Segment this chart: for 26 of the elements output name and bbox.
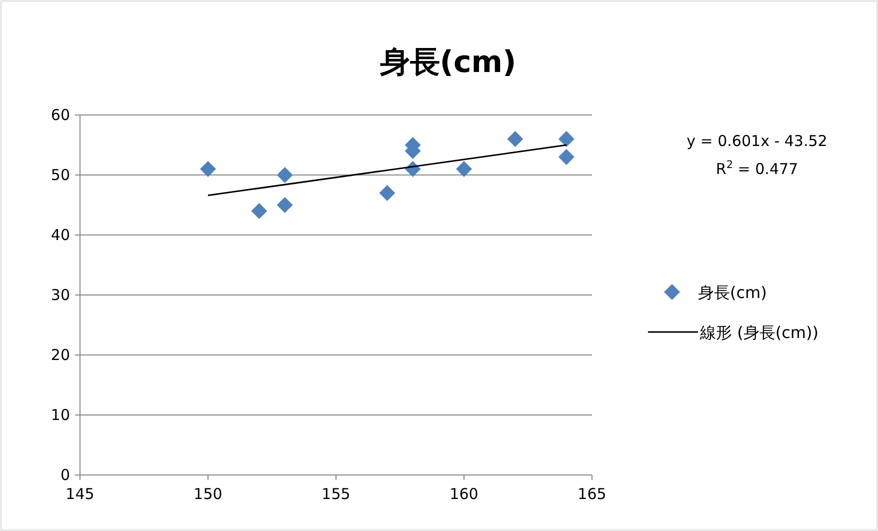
x-tick-label: 160	[450, 485, 478, 503]
text: R$^{2}$ = 0.477	[716, 159, 798, 178]
point	[558, 131, 574, 147]
point	[456, 161, 472, 177]
legend-label: 線形 (身長(cm))	[699, 323, 818, 342]
point	[251, 203, 268, 219]
x-tick-label: 145	[66, 485, 94, 503]
y-tick-label: 30	[50, 286, 70, 304]
point	[507, 131, 524, 147]
text: y = 0.601x - 43.52	[686, 132, 828, 150]
chart-title: 身長(cm)	[378, 45, 516, 80]
y-tick-label: 50	[50, 166, 70, 184]
x-tick-label: 165	[578, 485, 606, 503]
legend-label: 身長(cm)	[698, 283, 767, 302]
y-tick-label: 40	[50, 226, 70, 244]
y-tick-label: 10	[50, 406, 70, 424]
x-tick-label: 155	[322, 485, 350, 503]
y-tick-label: 0	[60, 466, 70, 484]
point	[558, 149, 574, 165]
point	[276, 197, 293, 213]
y-tick-label: 20	[50, 346, 70, 364]
y-tick-label: 60	[50, 106, 70, 124]
point	[379, 185, 396, 201]
point	[200, 161, 216, 177]
x-tick-label: 150	[194, 485, 222, 503]
point	[276, 167, 293, 183]
